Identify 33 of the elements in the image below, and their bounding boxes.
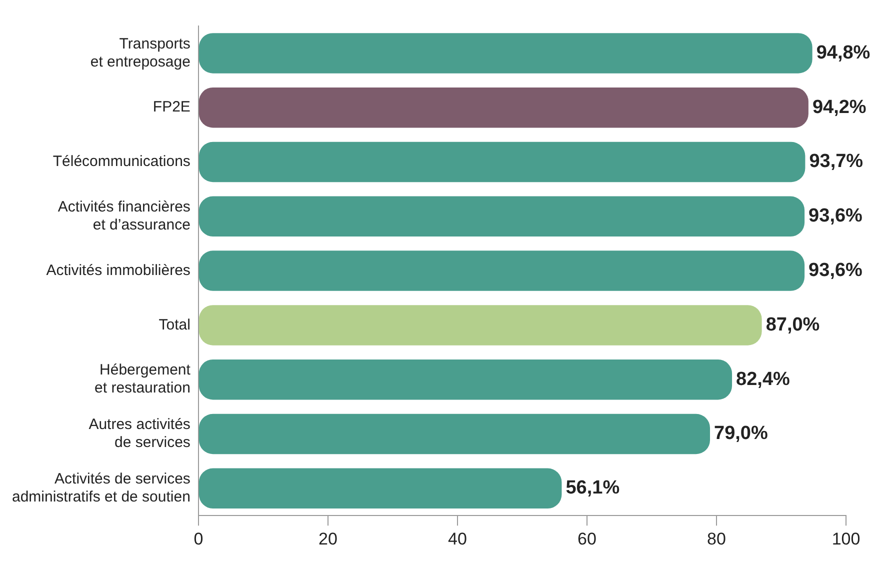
- data-label: 93,6%: [808, 260, 863, 282]
- x-tick-label: 80: [707, 529, 726, 548]
- data-label: 94,8%: [816, 42, 870, 64]
- bar: [198, 250, 805, 291]
- y-tick-label: Total: [158, 316, 190, 334]
- bar: [198, 305, 762, 346]
- bar: [198, 359, 732, 400]
- bar: [198, 142, 806, 182]
- data-label: 82,4%: [736, 368, 790, 390]
- y-tick-label: Télécommunications: [52, 153, 190, 170]
- x-tick-label: 0: [194, 529, 204, 548]
- data-label: 56,1%: [566, 478, 620, 499]
- y-tick-label: Hébergement et restauration: [94, 362, 192, 397]
- y-tick-label: Activités financières et d’assurance: [58, 198, 190, 234]
- data-label: 87,0%: [766, 314, 820, 336]
- y-tick-label: FP2E: [152, 98, 190, 116]
- x-tick-label: 60: [578, 529, 596, 548]
- data-label: 79,0%: [714, 423, 768, 444]
- y-tick-label: Activités immobilières: [46, 262, 190, 279]
- bar: [198, 33, 812, 74]
- y-tick-label: Autres activités de services: [88, 416, 190, 452]
- y-tick-label: Transports et entreposage: [90, 35, 190, 70]
- y-tick-label: Activités de services administratifs et de soutien: [12, 470, 190, 506]
- x-tick-label: 100: [832, 529, 860, 548]
- bar: [198, 87, 808, 128]
- x-tick-label: 20: [318, 529, 338, 548]
- x-tick-label: 40: [448, 529, 467, 548]
- data-label: 93,7%: [809, 151, 864, 172]
- bar: [198, 414, 710, 454]
- bar: [198, 468, 562, 509]
- data-label: 94,2%: [812, 96, 866, 118]
- bar: [198, 196, 805, 237]
- data-label: 93,6%: [808, 206, 863, 227]
